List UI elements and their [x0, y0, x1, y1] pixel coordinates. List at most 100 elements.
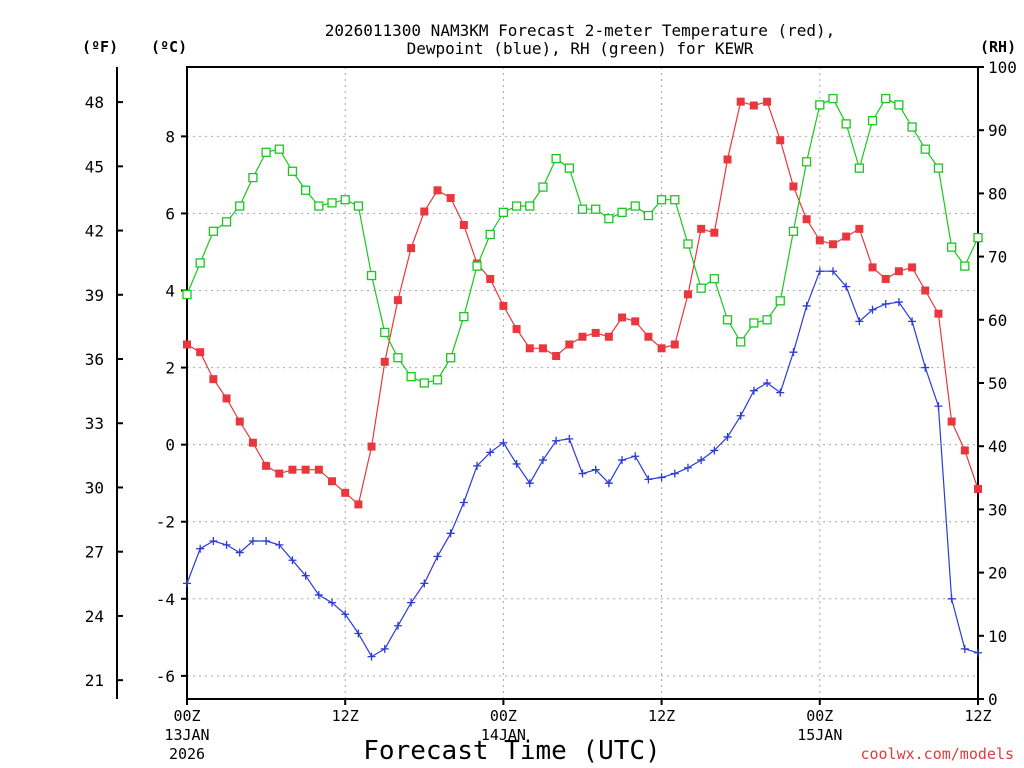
- rh-point-16: [393, 353, 403, 363]
- temperature-point-6: [262, 461, 271, 470]
- rh-point-20: [446, 353, 456, 363]
- dewpoint-point-51: [855, 317, 864, 326]
- dewpoint-point-8: [288, 556, 297, 565]
- rh-point-29: [564, 163, 574, 173]
- rh-point-17: [406, 372, 416, 382]
- temperature-point-46: [789, 182, 798, 191]
- rh-tick-label-8: 80: [988, 184, 1007, 203]
- fahrenheit-tick-label-3: 30: [85, 478, 104, 497]
- grid-lines: [187, 67, 978, 699]
- chart-title-line-1: 2026011300 NAM3KM Forecast 2-meter Tempe…: [325, 21, 836, 40]
- rh-point-13: [353, 201, 364, 211]
- dewpoint-point-40: [710, 446, 719, 455]
- rh-tick-label-9: 90: [988, 121, 1007, 140]
- dewpoint-point-49: [828, 267, 837, 276]
- rh-point-35: [643, 210, 654, 221]
- dewpoint-point-4: [235, 548, 244, 557]
- dewpoint-point-22: [473, 461, 482, 470]
- rh-point-23: [485, 229, 495, 240]
- dewpoint-point-41: [723, 432, 732, 441]
- temperature-point-45: [776, 136, 785, 145]
- temperature-point-47: [802, 215, 811, 224]
- celsius-tick-label-0: -6: [156, 667, 175, 686]
- rh-point-36: [656, 195, 667, 205]
- rh-point-38: [683, 239, 693, 249]
- rh-point-10: [314, 201, 324, 211]
- dewpoint-point-59: [960, 644, 969, 653]
- celsius-unit-label: (ºC): [151, 38, 187, 56]
- dewpoint-point-57: [934, 402, 943, 411]
- fahrenheit-tick-label-5: 36: [85, 350, 104, 369]
- temperature-point-30: [578, 332, 587, 341]
- temperature-point-48: [815, 236, 824, 245]
- fahrenheit-tick-label-0: 21: [85, 671, 104, 690]
- dewpoint-point-37: [670, 469, 679, 478]
- rh-point-19: [432, 375, 443, 385]
- fahrenheit-tick-label-9: 48: [85, 93, 104, 112]
- temperature-point-18: [420, 207, 429, 216]
- rh-point-43: [749, 318, 759, 328]
- dewpoint-point-9: [301, 571, 310, 580]
- temperature-point-43: [749, 101, 758, 110]
- dewpoint-point-43: [749, 386, 758, 395]
- series-layer: [182, 93, 983, 661]
- rh-unit-label: (RH): [980, 38, 1016, 56]
- temperature-series: [183, 97, 982, 509]
- dewpoint-point-3: [222, 540, 231, 549]
- tick-labels: -6-4-20246821242730333639424548010203040…: [85, 58, 1017, 763]
- rh-point-21: [459, 311, 469, 322]
- dewpoint-point-44: [763, 379, 772, 387]
- dewpoint-point-19: [433, 552, 442, 561]
- temperature-point-15: [380, 357, 389, 366]
- plot-frame: [186, 66, 979, 700]
- rh-point-3: [221, 217, 232, 227]
- temperature-point-19: [433, 186, 442, 195]
- fahrenheit-unit-label: (ºF): [82, 38, 118, 56]
- temperature-point-32: [604, 332, 613, 341]
- dewpoint-point-26: [525, 479, 534, 488]
- dewpoint-point-12: [341, 610, 350, 619]
- rh-point-1: [195, 258, 205, 268]
- temperature-point-28: [552, 352, 561, 361]
- dewpoint-point-29: [565, 434, 574, 443]
- rh-point-51: [854, 163, 864, 173]
- x-tick-label-1: 12Z: [332, 707, 359, 725]
- rh-tick-label-1: 10: [988, 627, 1007, 646]
- celsius-tick-label-7: 8: [165, 127, 175, 146]
- x-tick-label-4: 00Z: [806, 707, 833, 725]
- temperature-point-13: [354, 500, 363, 509]
- temperature-point-26: [525, 344, 534, 353]
- temperature-line: [186, 100, 979, 506]
- rh-point-42: [736, 337, 746, 347]
- axes: [116, 66, 984, 705]
- fahrenheit-tick-label-2: 27: [85, 543, 104, 562]
- x-tick-date-2: 14JAN: [481, 726, 526, 744]
- dewpoint-point-7: [275, 540, 284, 549]
- temperature-point-39: [697, 224, 706, 233]
- temperature-point-0: [183, 340, 191, 349]
- temperature-point-5: [248, 438, 257, 447]
- rh-point-52: [867, 116, 878, 126]
- rh-point-57: [933, 163, 944, 173]
- dewpoint-point-36: [657, 473, 666, 482]
- rh-point-4: [235, 201, 245, 211]
- rh-point-14: [366, 270, 377, 281]
- dewpoint-point-10: [314, 590, 323, 599]
- dewpoint-point-52: [868, 305, 877, 314]
- temperature-point-60: [974, 484, 982, 493]
- dewpoint-point-31: [591, 465, 600, 474]
- temperature-point-9: [301, 465, 310, 474]
- fahrenheit-tick-label-7: 42: [85, 222, 104, 241]
- rh-point-41: [722, 315, 733, 325]
- rh-tick-label-0: 0: [988, 690, 998, 709]
- temperature-point-53: [881, 274, 890, 283]
- rh-point-48: [815, 100, 825, 110]
- dewpoint-point-15: [380, 644, 389, 653]
- temperature-point-49: [828, 240, 837, 249]
- dewpoint-point-13: [354, 629, 363, 638]
- temperature-point-25: [512, 325, 521, 334]
- rh-point-18: [419, 378, 429, 388]
- temperature-point-16: [393, 296, 402, 305]
- rh-point-60: [973, 232, 983, 243]
